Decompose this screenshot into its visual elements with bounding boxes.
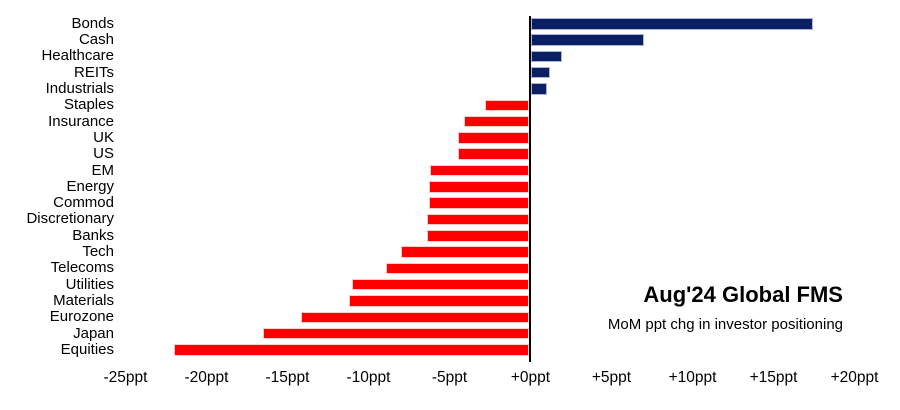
bar — [531, 66, 551, 79]
bar — [300, 311, 529, 324]
x-tick-label: -25ppt — [103, 369, 148, 386]
x-tick-label: +20ppt — [830, 369, 879, 386]
category-label: Bonds — [71, 14, 114, 32]
bar — [531, 18, 813, 30]
x-tick-label: +5ppt — [591, 369, 632, 386]
chart-title: Aug'24 Global FMS — [643, 282, 843, 307]
bar — [174, 344, 529, 356]
bar — [352, 278, 529, 291]
category-label: Staples — [63, 96, 114, 114]
category-label: UK — [93, 128, 114, 146]
category-label: Japan — [73, 324, 114, 342]
category-label: EM — [91, 161, 115, 179]
category-label: Insurance — [48, 112, 114, 130]
x-tick-label: +10ppt — [668, 369, 717, 386]
chart-subtitle: MoM ppt chg in investor positioning — [607, 316, 843, 333]
x-tick-label: -15ppt — [265, 369, 310, 386]
category-label: Equities — [60, 340, 114, 358]
x-tick-label: -20ppt — [184, 369, 229, 386]
category-label: Industrials — [45, 79, 114, 97]
category-label: Healthcare — [41, 47, 114, 65]
bar — [401, 246, 529, 258]
bar — [464, 115, 529, 128]
bar — [485, 99, 529, 112]
category-label: Tech — [82, 243, 114, 261]
category-label: REITs — [73, 63, 114, 81]
x-tick-label: +15ppt — [749, 369, 798, 386]
category-label: Eurozone — [49, 308, 114, 326]
category-label: US — [93, 145, 114, 163]
bar — [428, 181, 529, 193]
bar — [531, 34, 645, 46]
bar — [531, 50, 562, 63]
category-label: Discretionary — [26, 210, 114, 228]
x-tick-label: +0ppt — [510, 369, 551, 386]
category-label: Utilities — [65, 275, 114, 293]
bar — [349, 295, 529, 307]
category-label: Telecoms — [50, 259, 114, 277]
zero-axis-line — [529, 16, 531, 362]
category-label: Banks — [72, 226, 114, 244]
bar — [428, 197, 529, 209]
category-label: Energy — [66, 177, 114, 195]
x-tick-label: -5ppt — [431, 369, 468, 386]
bar — [531, 83, 548, 95]
chart-title-block: Aug'24 Global FMS MoM ppt chg in investo… — [608, 283, 843, 334]
bar — [457, 148, 529, 160]
bar — [457, 132, 529, 144]
x-tick-label: -10ppt — [346, 369, 391, 386]
bar — [263, 327, 529, 340]
bar — [426, 230, 529, 242]
bar — [386, 262, 529, 275]
category-label: Commod — [53, 194, 114, 212]
category-label: Cash — [78, 31, 114, 49]
category-label: Materials — [53, 292, 114, 310]
bar — [426, 213, 529, 226]
bar — [430, 164, 529, 177]
